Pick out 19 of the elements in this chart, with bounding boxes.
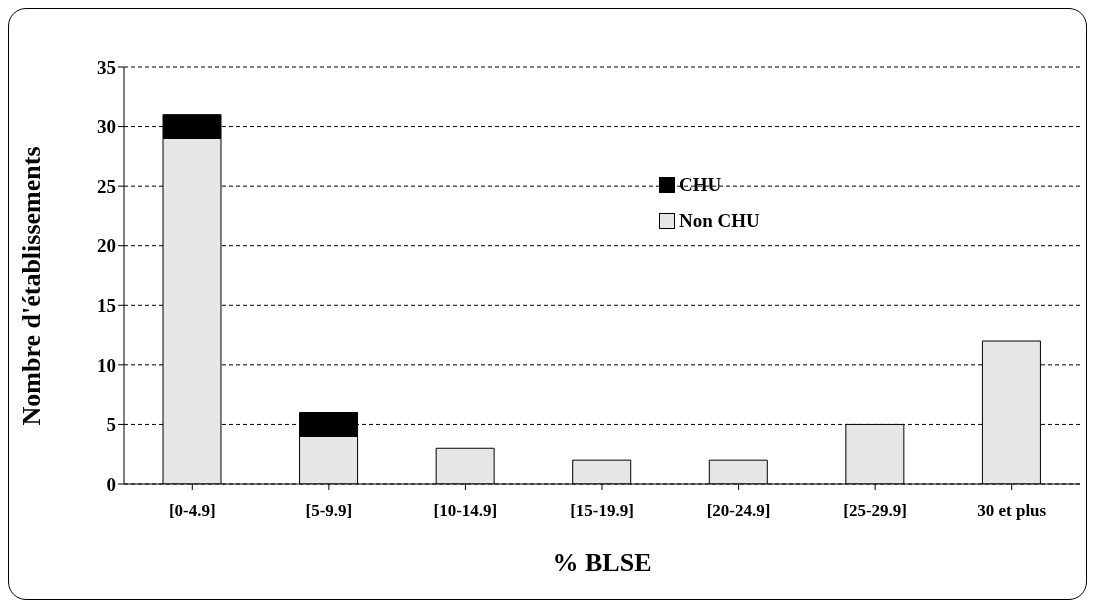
x-tick-label: [25-29.9] (843, 501, 908, 521)
x-tick-label: 30 et plus (977, 501, 1047, 521)
x-tick-label: [0-4.9] (168, 501, 216, 521)
y-tick-label: 5 (106, 414, 116, 436)
y-tick-label: 35 (97, 56, 116, 78)
x-axis-title: % BLSE (552, 548, 652, 577)
x-tick-label: [15-19.9] (570, 501, 634, 521)
x-tick-label: [10-14.9] (433, 501, 498, 521)
y-tick-label: 10 (97, 354, 116, 376)
y-tick-label: 0 (106, 473, 116, 495)
y-tick-label: 25 (97, 175, 116, 197)
y-tick-label: 20 (97, 235, 116, 257)
y-axis-title: Nombre d'établissements (17, 146, 47, 426)
y-tick-label: 15 (97, 295, 116, 317)
x-tick-label: [5-9.9] (305, 501, 353, 521)
x-tick-label: [20-24.9] (706, 501, 771, 521)
legend-label: Non CHU (679, 210, 760, 232)
y-tick-label: 30 (97, 116, 116, 138)
legend-label: CHU (679, 174, 722, 196)
